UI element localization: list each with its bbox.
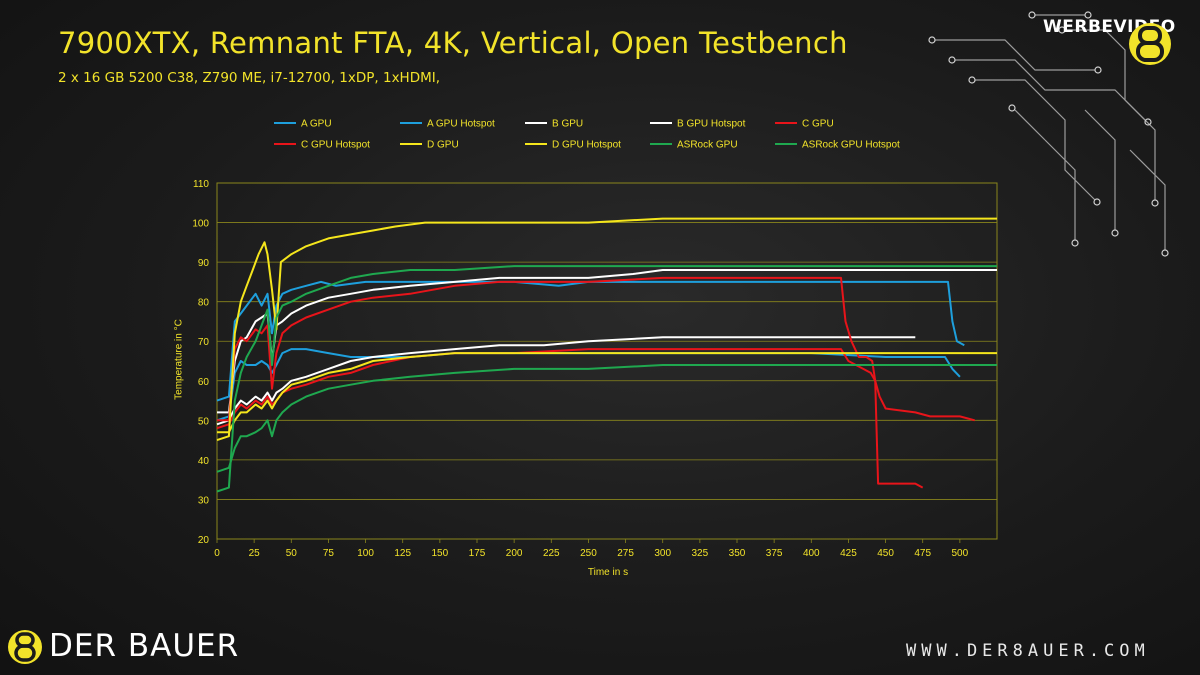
x-tick-label: 500 (952, 548, 969, 559)
series-line-a-gpu-hotspot (216, 280, 965, 402)
chart-subtitle: 2 x 16 GB 5200 C38, Z790 ME, i7-12700, 1… (58, 70, 441, 86)
legend-label-c-gpu-hotspot: C GPU Hotspot (301, 140, 370, 151)
y-axis-ticks: 20 30 40 50 60 70 80 90 100 110 (192, 179, 209, 546)
series-lines (216, 217, 997, 493)
y-tick-label: 100 (192, 219, 209, 230)
x-axis-ticks: 0 25 50 75 100 125 150 175 200 225 250 275 300 325 350… (214, 539, 969, 559)
x-tick-label: 200 (506, 548, 523, 559)
legend-label-a-gpu-hotspot: A GPU Hotspot (427, 119, 495, 130)
legend-label-a-gpu: A GPU (301, 119, 332, 130)
x-tick-label: 125 (394, 548, 411, 559)
x-tick-label: 400 (803, 548, 820, 559)
series-line-d-gpu (217, 352, 997, 434)
series-line-c-gpu (216, 348, 975, 430)
x-tick-label: 100 (357, 548, 374, 559)
website-url: WWW.DER8AUER.COM (906, 641, 1150, 661)
y-tick-label: 70 (198, 337, 210, 348)
x-tick-label: 425 (840, 548, 857, 559)
y-tick-label: 30 (198, 495, 210, 506)
x-axis-title: Time in s (587, 567, 629, 578)
y-tick-label: 40 (198, 456, 210, 467)
x-tick-label: 50 (286, 548, 298, 559)
x-tick-label: 25 (249, 548, 261, 559)
legend-label-d-gpu-hotspot: D GPU Hotspot (552, 140, 621, 151)
x-tick-label: 450 (877, 548, 894, 559)
series-line-asrock-gpu-hotspot (216, 265, 997, 493)
x-tick-label: 325 (692, 548, 709, 559)
legend-label-b-gpu: B GPU (552, 119, 583, 130)
plot-area-border (216, 182, 998, 540)
der8auer-logo-icon (1129, 23, 1171, 65)
series-line-c-gpu-hotspot (217, 276, 924, 489)
circuit-decoration (928, 11, 1169, 257)
legend-label-asrock-gpu: ASRock GPU (677, 140, 738, 151)
legend-label-c-gpu: C GPU (802, 119, 834, 130)
series-line-asrock-gpu (216, 364, 997, 473)
y-tick-label: 50 (198, 416, 210, 427)
legend-label-b-gpu-hotspot: B GPU Hotspot (677, 119, 746, 130)
series-line-b-gpu-hotspot (217, 269, 997, 414)
chart-title: 7900XTX, Remnant FTA, 4K, Vertical, Open… (58, 26, 848, 60)
x-tick-label: 150 (432, 548, 449, 559)
series-line-a-gpu (216, 348, 961, 422)
x-tick-label: 475 (914, 548, 931, 559)
legend-label-asrock-gpu-hotspot: ASRock GPU Hotspot (802, 140, 900, 151)
x-tick-label: 0 (214, 548, 220, 559)
brand-name: DER BAUER (49, 628, 240, 664)
grid (216, 182, 998, 540)
x-tick-label: 375 (766, 548, 783, 559)
x-tick-label: 350 (729, 548, 746, 559)
x-tick-label: 225 (543, 548, 560, 559)
y-tick-label: 60 (198, 377, 210, 388)
der-bauer-logo-icon (8, 630, 42, 664)
series-line-b-gpu (216, 336, 916, 426)
x-tick-label: 75 (323, 548, 335, 559)
y-tick-label: 90 (198, 258, 210, 269)
x-tick-label: 250 (580, 548, 597, 559)
x-tick-label: 175 (469, 548, 486, 559)
y-tick-label: 110 (193, 179, 209, 190)
y-tick-label: 20 (198, 535, 210, 546)
y-tick-label: 80 (198, 298, 210, 309)
legend-label-d-gpu: D GPU (427, 140, 459, 151)
legend: A GPU A GPU Hotspot B GPU B GPU Hotspot C GP… (274, 119, 900, 151)
y-axis-title: Temperature in °C (173, 319, 185, 400)
x-tick-label: 300 (654, 548, 671, 559)
series-line-d-gpu-hotspot (216, 217, 997, 442)
x-tick-label: 275 (617, 548, 634, 559)
